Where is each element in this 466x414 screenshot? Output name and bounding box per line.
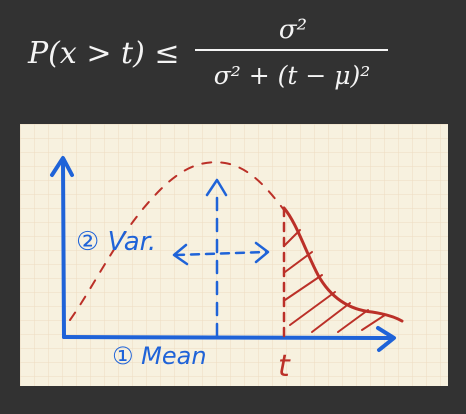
double-arrow-horizontal-icon (172, 241, 270, 266)
distribution-curve-dashed (69, 161, 285, 321)
grid-paper (20, 124, 448, 386)
arrow-up-icon (205, 178, 228, 197)
tail-curve (282, 206, 404, 323)
variance-label: ② Var. (76, 227, 156, 257)
x-axis (62, 335, 394, 340)
tail-region (282, 206, 404, 338)
formula-lhs: P(x > t) ≤ (27, 36, 179, 71)
y-axis (61, 160, 66, 339)
mean-marker (205, 178, 228, 338)
tail-hatching (284, 229, 386, 333)
formula-numerator: σ² (279, 15, 307, 45)
arrow-up-icon (50, 156, 74, 177)
arrow-right-icon (376, 326, 396, 352)
axes (50, 156, 396, 352)
formula-denominator: σ² + (t − μ)² (214, 61, 371, 90)
t-label: t (278, 349, 291, 384)
mean-label: ① Mean (112, 342, 207, 370)
formula: P(x > t) ≤ σ² σ² + (t − μ)² (27, 15, 388, 90)
